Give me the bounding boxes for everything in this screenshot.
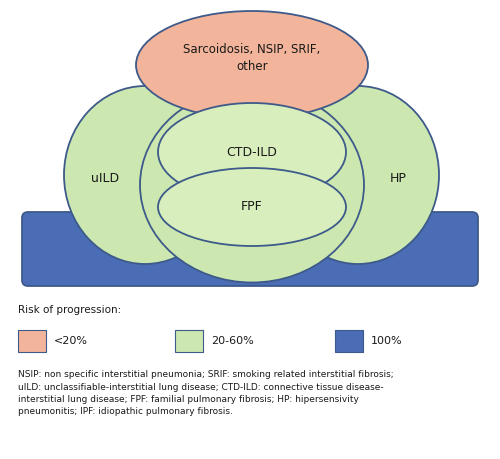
FancyBboxPatch shape <box>175 330 203 352</box>
Text: CTD-ILD: CTD-ILD <box>226 146 278 158</box>
Text: FPF: FPF <box>241 201 263 213</box>
FancyBboxPatch shape <box>22 212 478 286</box>
Ellipse shape <box>136 11 368 119</box>
Text: <20%: <20% <box>54 336 88 346</box>
Text: Risk of progression:: Risk of progression: <box>18 305 121 315</box>
Text: IPF: IPF <box>236 241 264 257</box>
Text: 100%: 100% <box>371 336 402 346</box>
Text: HP: HP <box>390 172 406 185</box>
Text: NSIP: non specific interstitial pneumonia; SRIF: smoking related interstitial fi: NSIP: non specific interstitial pneumoni… <box>18 370 394 416</box>
Ellipse shape <box>140 88 364 282</box>
FancyBboxPatch shape <box>18 330 46 352</box>
Text: uILD: uILD <box>91 172 119 185</box>
Ellipse shape <box>158 103 346 201</box>
Ellipse shape <box>64 86 226 264</box>
Ellipse shape <box>158 168 346 246</box>
FancyBboxPatch shape <box>335 330 363 352</box>
Text: Sarcoidosis, NSIP, SRIF,
other: Sarcoidosis, NSIP, SRIF, other <box>184 43 320 73</box>
Ellipse shape <box>277 86 439 264</box>
Text: 20-60%: 20-60% <box>211 336 254 346</box>
